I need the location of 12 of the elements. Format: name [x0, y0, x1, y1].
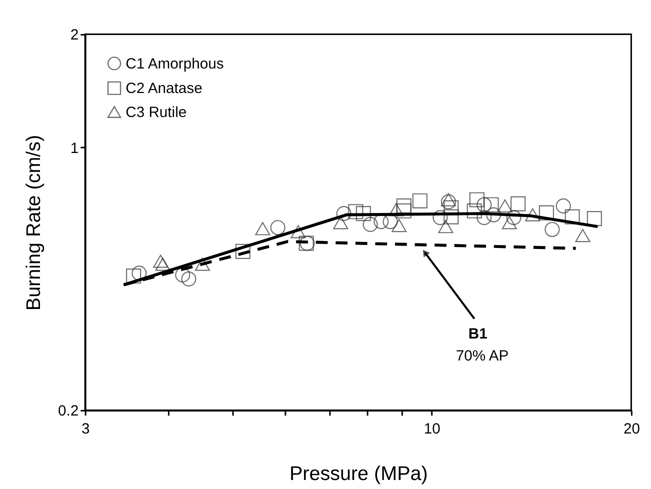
x-tick-label: 20: [623, 421, 640, 438]
x-tick-label: 3: [81, 421, 90, 438]
x-axis-title: Pressure (MPa): [289, 462, 428, 485]
y-tick-label: 2: [70, 28, 79, 44]
y-tick-label: 0.2: [58, 404, 79, 420]
x-tick-label: 10: [424, 421, 440, 438]
legend-label: C3 Rutile: [126, 104, 187, 121]
y-axis-title: Burning Rate (cm/s): [23, 134, 46, 311]
annotation: B1 70% AP: [456, 326, 509, 364]
y-tick-label: 1: [70, 140, 79, 157]
legend-label: C1 Amorphous: [126, 56, 224, 72]
legend-label: C2 Anatase: [126, 81, 202, 98]
